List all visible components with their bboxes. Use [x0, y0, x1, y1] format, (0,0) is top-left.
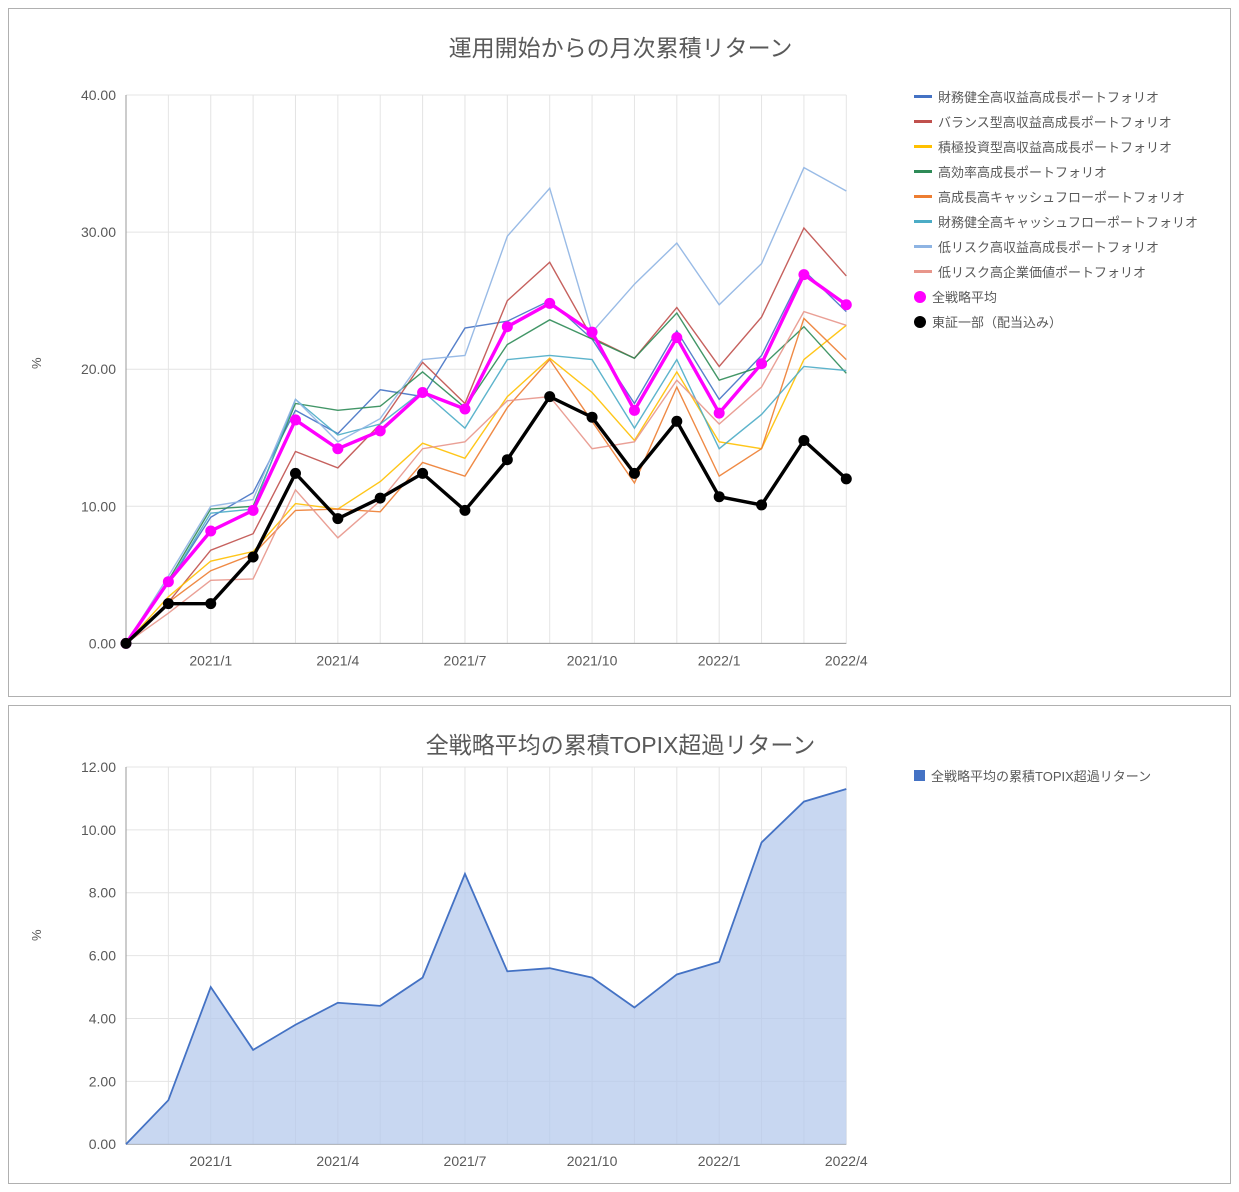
- svg-text:2021/1: 2021/1: [189, 1153, 232, 1169]
- svg-text:6.00: 6.00: [89, 948, 116, 964]
- svg-text:2021/7: 2021/7: [444, 1153, 487, 1169]
- svg-text:40.00: 40.00: [81, 87, 116, 103]
- svg-text:0.00: 0.00: [89, 1136, 116, 1152]
- svg-text:2022/1: 2022/1: [698, 652, 741, 668]
- svg-text:8.00: 8.00: [89, 885, 116, 901]
- svg-text:2022/1: 2022/1: [698, 1153, 741, 1169]
- svg-text:12.00: 12.00: [81, 759, 116, 775]
- svg-text:2022/4: 2022/4: [825, 1153, 868, 1169]
- svg-text:2.00: 2.00: [89, 1073, 116, 1089]
- svg-text:30.00: 30.00: [81, 224, 116, 240]
- svg-text:2021/4: 2021/4: [316, 652, 359, 668]
- svg-text:20.00: 20.00: [81, 361, 116, 377]
- svg-text:2021/4: 2021/4: [316, 1153, 359, 1169]
- svg-text:0.00: 0.00: [89, 635, 116, 651]
- svg-text:10.00: 10.00: [81, 498, 116, 514]
- svg-text:2021/1: 2021/1: [189, 652, 232, 668]
- svg-text:2022/4: 2022/4: [825, 652, 868, 668]
- svg-text:2021/10: 2021/10: [567, 652, 618, 668]
- svg-text:2021/10: 2021/10: [567, 1153, 618, 1169]
- svg-text:10.00: 10.00: [81, 822, 116, 838]
- svg-text:2021/7: 2021/7: [444, 652, 487, 668]
- svg-text:4.00: 4.00: [89, 1010, 116, 1026]
